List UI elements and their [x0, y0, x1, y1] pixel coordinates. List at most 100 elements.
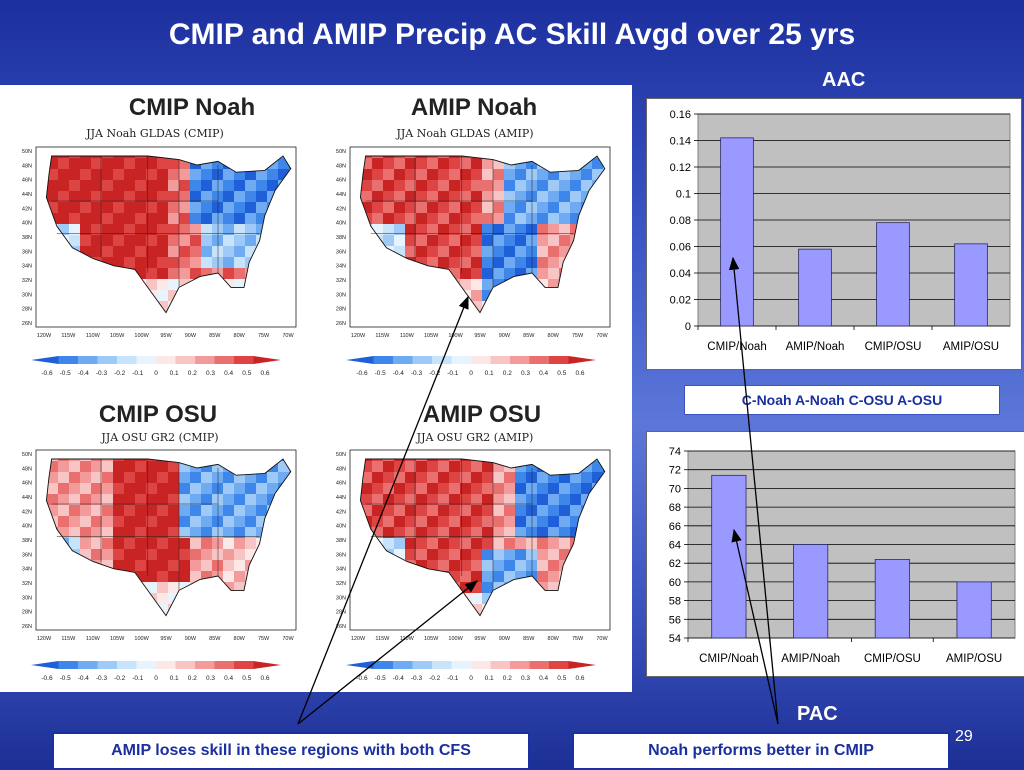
colorbar-tick: 0.3: [521, 675, 530, 682]
aac-label: AAC: [822, 69, 866, 91]
colorbar-segment: [510, 356, 530, 364]
bar-amip-noah: [793, 544, 829, 639]
us-outline: [359, 155, 606, 314]
lat-tick-label: 32N: [22, 278, 32, 284]
lon-tick-label: 110W: [86, 636, 101, 642]
y-tick-label: 64: [669, 540, 681, 552]
lon-tick-label: 115W: [61, 636, 76, 642]
lat-tick-label: 32N: [22, 581, 32, 587]
pac-chart-box: 54 56 58 60 62 64 66 68 70 72 74 CMIP/Noah AMIP/Noah…: [646, 431, 1024, 677]
colorbar-segment: [568, 661, 596, 669]
colorbar-segment: [136, 356, 156, 364]
lat-tick-label: 48N: [336, 466, 346, 472]
colorbar-cmip-osu: -0.6 -0.5 -0.4 -0.3 -0.2 -0.1 0 0.1 0.2 0.3 0.4 0.5…: [31, 661, 281, 682]
lon-tick-label: 105W: [424, 333, 439, 339]
x-tick-label: AMIP/Noah: [781, 653, 840, 665]
colorbar-tick: 0.3: [206, 675, 215, 682]
map-subtitle-cmip-osu: JJA OSU GR2 (CMIP): [101, 431, 219, 444]
lat-tick-label: 44N: [336, 192, 346, 198]
colorbar-tick: 0: [154, 675, 158, 682]
lon-tick-label: 75W: [258, 333, 270, 339]
bar-cmip-noah: [711, 474, 747, 639]
lat-tick-label: 44N: [336, 495, 346, 501]
colorbar-segment: [393, 661, 413, 669]
lat-tick-label: 36N: [22, 552, 32, 558]
y-tick-label: 0.14: [670, 136, 691, 148]
lat-tick-label: 50N: [22, 452, 32, 458]
colorbar-tick: -0.2: [114, 370, 126, 377]
map-title-cmip-osu: CMIP OSU: [98, 401, 218, 428]
colorbar-segment: [117, 661, 137, 669]
lon-tick-label: 105W: [424, 636, 439, 642]
lat-tick-label: 26N: [336, 321, 346, 327]
lat-tick-label: 50N: [22, 149, 32, 155]
colorbar-tick: 0.1: [485, 675, 494, 682]
colorbar-segment: [214, 356, 234, 364]
colorbar-tick: 0: [469, 675, 473, 682]
x-tick-label: CMIP/Noah: [707, 341, 766, 353]
lat-tick-label: 46N: [22, 178, 32, 184]
page-number: 29: [955, 728, 973, 745]
lat-tick-label: 26N: [336, 624, 346, 630]
colorbar-segment: [58, 356, 78, 364]
y-tick-label: 56: [669, 614, 681, 626]
lon-tick-label: 110W: [86, 333, 101, 339]
colorbar-segment: [510, 661, 530, 669]
bar-amip-noah: [798, 248, 832, 327]
colorbar-segment: [549, 356, 569, 364]
colorbar-tick: 0.5: [242, 675, 251, 682]
colorbar-tick: 0.5: [557, 370, 566, 377]
colorbar-tick: 0.2: [188, 370, 197, 377]
slide-title: CMIP and AMIP Precip AC Skill Avgd over …: [168, 18, 856, 51]
lat-tick-label: 32N: [336, 581, 346, 587]
colorbar-segment: [393, 356, 413, 364]
lon-tick-label: 105W: [110, 636, 125, 642]
lat-tick-label: 42N: [22, 206, 32, 212]
lon-tick-label: 100W: [448, 636, 463, 642]
map-cmip-osu: 120W 115W 110W 105W 100W 95W 90W 85W 80W 75W 70W 50…: [22, 449, 297, 642]
lon-tick-label: 70W: [282, 636, 294, 642]
colorbar-segment: [451, 356, 471, 364]
colorbar-tick: 0.4: [539, 370, 548, 377]
map-cmip-noah: 120W 115W 110W 105W 100W 95W 90W 85W 80W 75W 70W 50…: [22, 146, 297, 339]
colorbar-segment: [195, 661, 215, 669]
colorbar-tick: -0.6: [356, 370, 368, 377]
colorbar-tick: 0: [154, 370, 158, 377]
colorbar-segment: [490, 661, 510, 669]
lat-tick-label: 40N: [336, 221, 346, 227]
colorbar-segment: [568, 356, 596, 364]
lon-tick-label: 75W: [258, 636, 270, 642]
lon-tick-label: 80W: [548, 636, 560, 642]
lat-tick-label: 28N: [336, 307, 346, 313]
y-tick-label: 54: [669, 633, 681, 645]
lon-tick-label: 75W: [572, 636, 584, 642]
x-tick-label: AMIP/OSU: [943, 341, 999, 353]
y-tick-label: 72: [669, 465, 681, 477]
lon-tick-label: 120W: [351, 636, 366, 642]
colorbar-segment: [412, 661, 432, 669]
note-left: AMIP loses skill in these regions with b…: [52, 732, 530, 770]
lat-tick-label: 40N: [22, 524, 32, 530]
pac-label: PAC: [797, 703, 838, 725]
pac-bar-chart: 54 56 58 60 62 64 66 68 70 72 74 CMIP/Noah AMIP/Noah…: [669, 446, 1016, 665]
x-tick-label: CMIP/OSU: [864, 653, 921, 665]
x-tick-label: CMIP/OSU: [865, 341, 922, 353]
y-tick-label: 74: [669, 446, 681, 458]
colorbar-segment: [490, 356, 510, 364]
lat-tick-label: 28N: [336, 610, 346, 616]
lon-tick-label: 110W: [400, 333, 415, 339]
colorbar-segment: [58, 661, 78, 669]
colorbar-tick: 0.5: [242, 370, 251, 377]
colorbar-tick: -0.5: [60, 370, 72, 377]
lon-tick-label: 70W: [282, 333, 294, 339]
colorbar-cmip-noah: -0.6 -0.5 -0.4 -0.3 -0.2 -0.1 0 0.1 0.2 0.3 0.4 0.5…: [31, 356, 281, 377]
lon-tick-label: 70W: [596, 636, 608, 642]
lon-tick-label: 70W: [596, 333, 608, 339]
us-outline: [45, 155, 292, 314]
colorbar-segment: [195, 356, 215, 364]
note-right: Noah performs better in CMIP: [572, 732, 950, 770]
lon-tick-label: 115W: [375, 636, 390, 642]
colorbar-segment: [253, 661, 281, 669]
colorbar-tick: 0.5: [557, 675, 566, 682]
colorbar-tick: -0.1: [447, 675, 459, 682]
